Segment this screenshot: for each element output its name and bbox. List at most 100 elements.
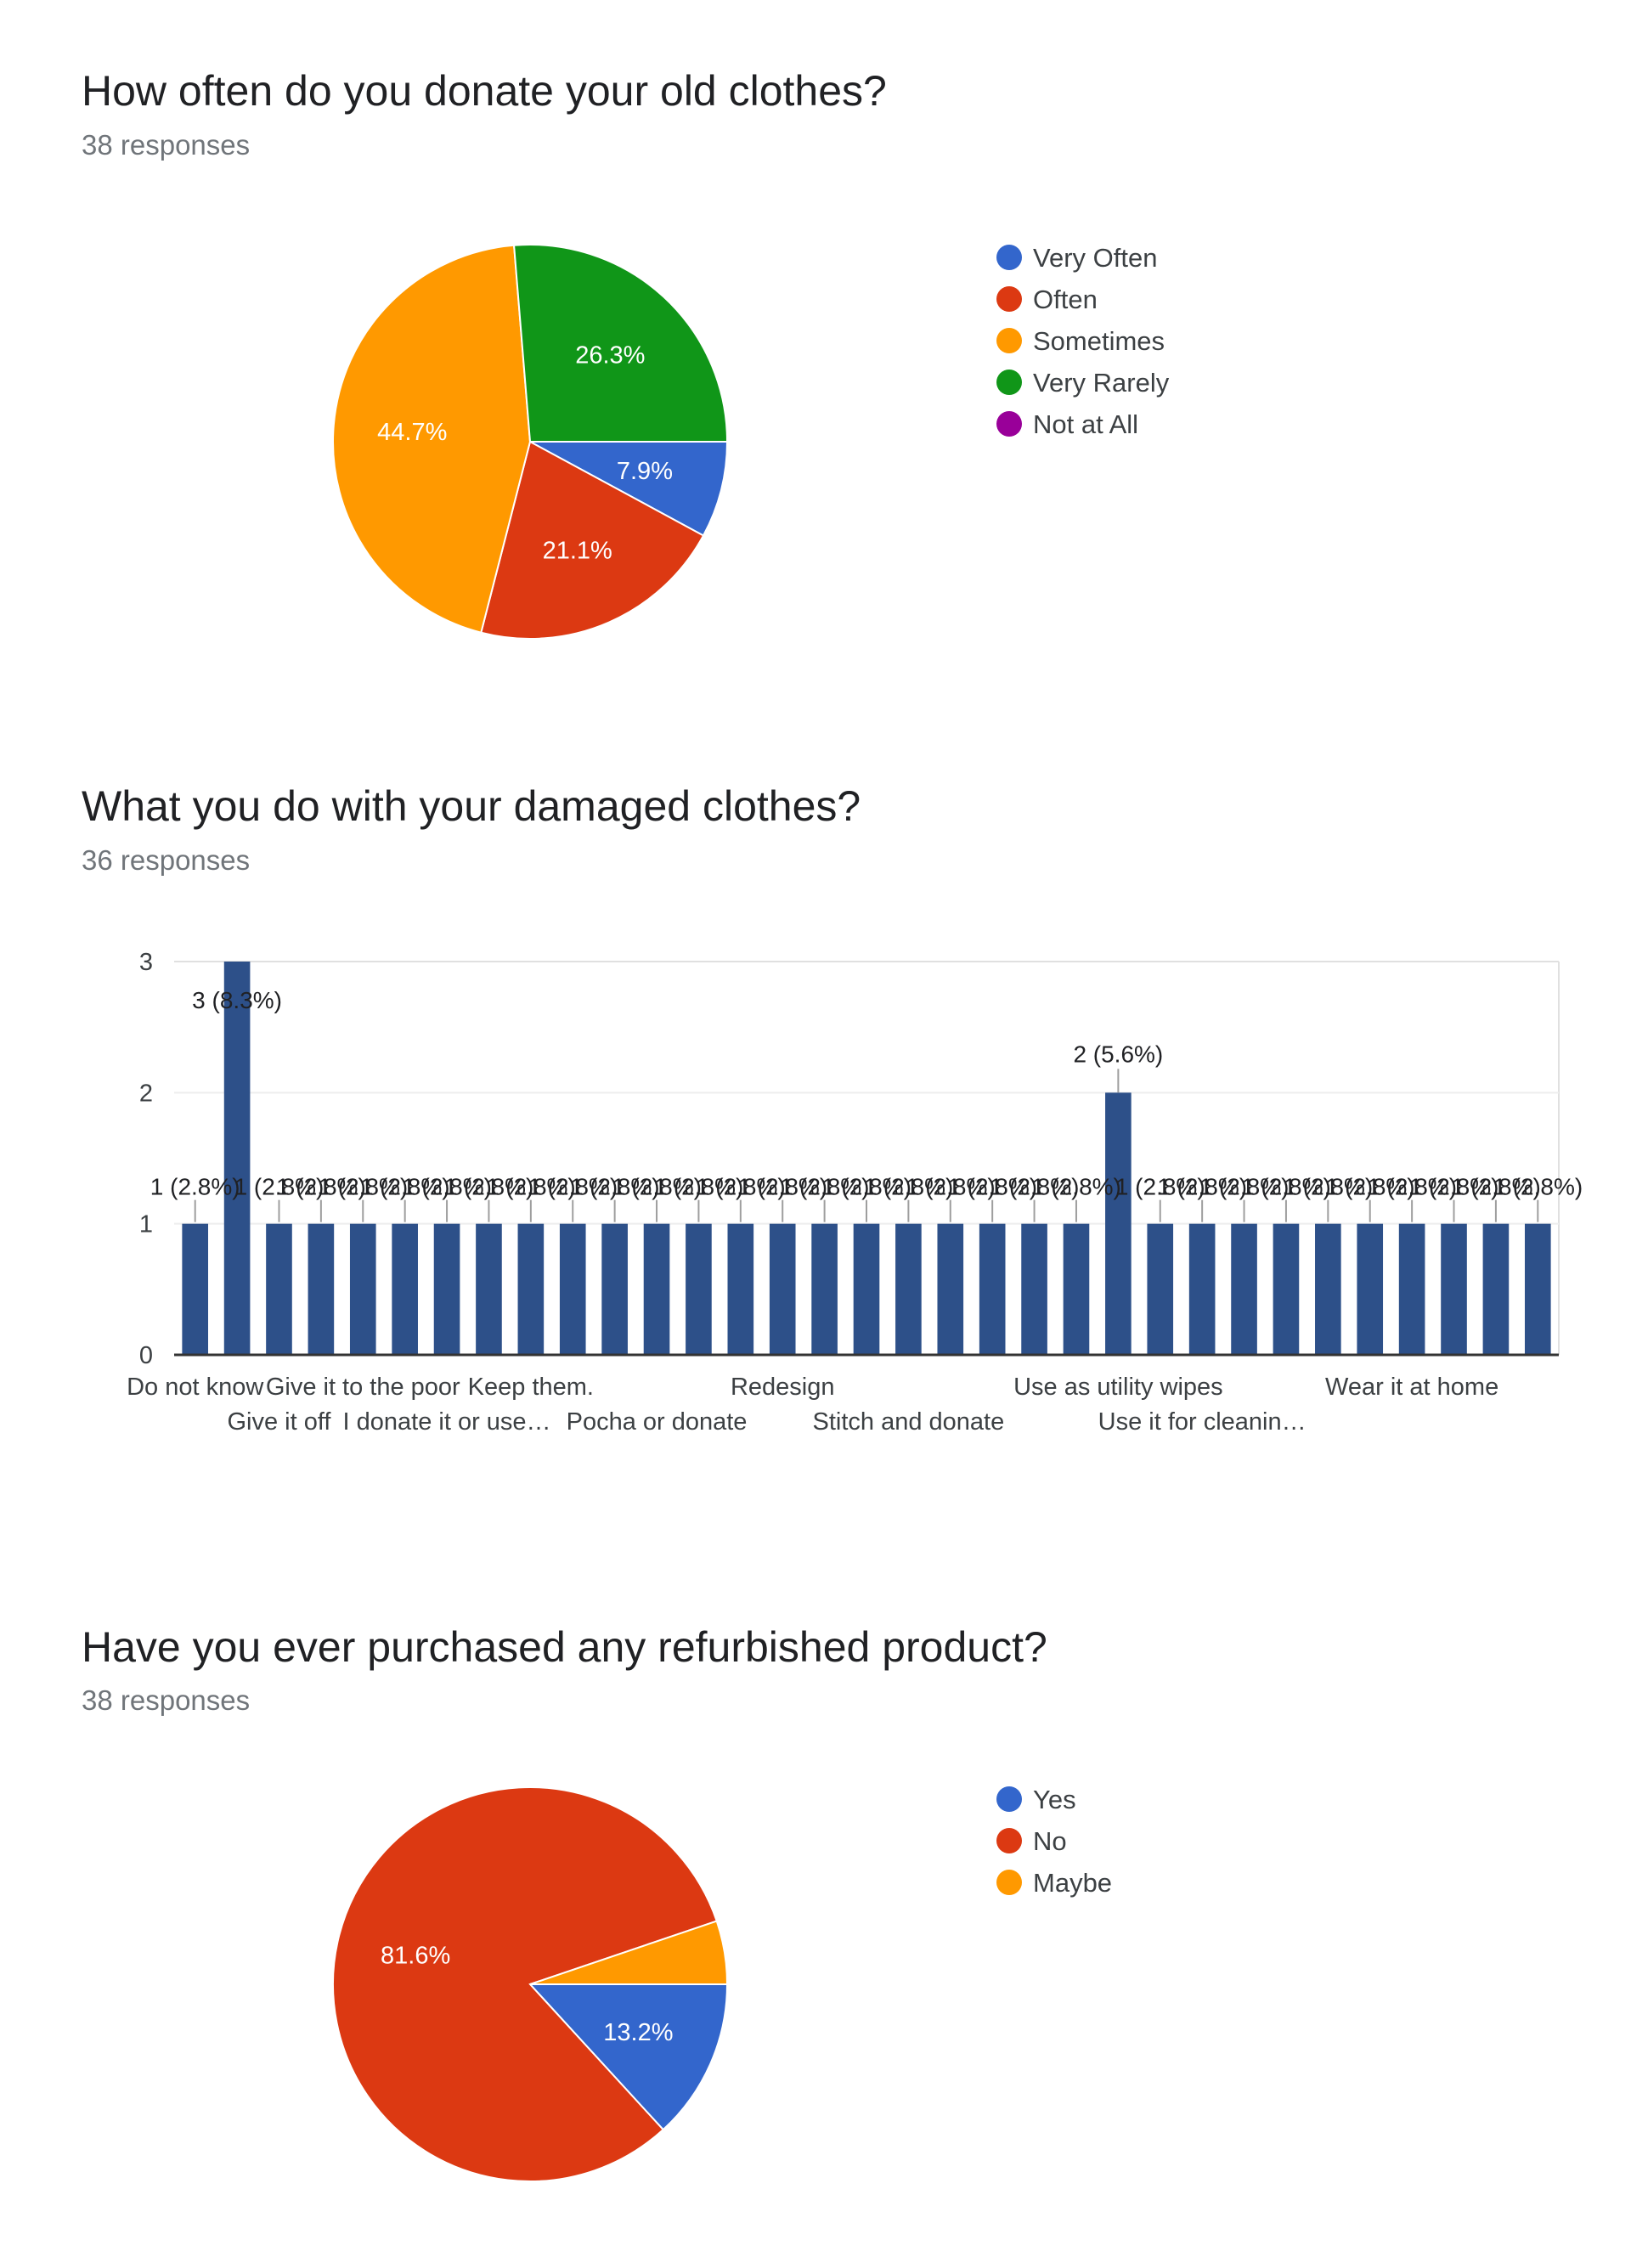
chart2-bar bbox=[1273, 1223, 1300, 1355]
chart2-bar-label: 1 (2.8%) bbox=[863, 1174, 953, 1200]
chart2-bar bbox=[1105, 1092, 1132, 1355]
chart2-bar bbox=[517, 1223, 545, 1355]
chart2-bar bbox=[769, 1223, 796, 1355]
chart2-bar bbox=[476, 1223, 502, 1355]
chart1-legend-swatch bbox=[996, 328, 1022, 353]
chart2-bar bbox=[559, 1223, 586, 1355]
chart2-bar bbox=[1188, 1223, 1216, 1355]
chart2-x-tick-label: Give it off bbox=[228, 1408, 332, 1436]
chart2-bar-label: 3 (8.3%) bbox=[192, 987, 282, 1013]
chart3-slice-label: 81.6% bbox=[381, 1942, 450, 1969]
chart2-y-tick-label: 1 bbox=[139, 1211, 153, 1238]
chart2-bar-label: 1 (2.8%) bbox=[821, 1174, 911, 1200]
chart1-legend-swatch bbox=[996, 286, 1022, 312]
chart3-legend-item: Maybe bbox=[1033, 1868, 1112, 1898]
chart3-legend-swatch bbox=[996, 1828, 1022, 1853]
chart2-bar bbox=[643, 1223, 670, 1355]
chart2-x-tick-label: Redesign bbox=[731, 1374, 835, 1401]
chart2-bar bbox=[1063, 1223, 1090, 1355]
chart2-bar bbox=[266, 1223, 292, 1355]
chart1-legend-item: Very Often bbox=[1033, 243, 1157, 273]
chart1-slice-label: 26.3% bbox=[575, 342, 645, 370]
chart1-legend-item: Not at All bbox=[1033, 409, 1138, 439]
chart2-x-tick-label: I donate it or use… bbox=[343, 1408, 551, 1436]
chart1-slice-label: 21.1% bbox=[543, 538, 612, 565]
chart3-slice-no bbox=[332, 1786, 718, 2182]
chart1-legend-item: Sometimes bbox=[1033, 326, 1165, 356]
chart2-bar-label: 1 (2.8%) bbox=[360, 1174, 450, 1200]
chart2-bar-label: 1 (2.8%) bbox=[1409, 1174, 1499, 1200]
chart2-bar bbox=[1482, 1223, 1510, 1355]
chart1-slice-label: 7.9% bbox=[617, 458, 673, 485]
chart2-bar bbox=[1398, 1223, 1425, 1355]
chart2-bar bbox=[686, 1223, 712, 1355]
chart2-x-tick-label: Stitch and donate bbox=[813, 1408, 1005, 1436]
chart3-legend-item: Yes bbox=[1033, 1785, 1076, 1814]
chart1-response-count: 38 responses bbox=[82, 129, 251, 161]
chart2-bar bbox=[727, 1223, 754, 1355]
chart2-bar-label: 1 (2.8%) bbox=[1325, 1174, 1415, 1200]
chart2-bar bbox=[811, 1223, 838, 1355]
chart1-slice-label: 44.7% bbox=[377, 419, 447, 446]
chart2-y-tick-label: 3 bbox=[139, 949, 153, 976]
chart2-bar-label: 1 (2.8%) bbox=[486, 1174, 576, 1200]
chart2-bar bbox=[1524, 1223, 1551, 1355]
chart1-legend-item: Often bbox=[1033, 285, 1098, 314]
chart2-x-tick-label: Pocha or donate bbox=[567, 1408, 748, 1436]
chart2-bar-label: 1 (2.8%) bbox=[1241, 1174, 1331, 1200]
chart2-bar-label: 1 (2.8%) bbox=[1031, 1174, 1121, 1200]
chart2-bar bbox=[1147, 1223, 1174, 1355]
chart2-bar bbox=[1231, 1223, 1257, 1355]
chart2-bar-label: 1 (2.8%) bbox=[947, 1174, 1037, 1200]
chart2-x-tick-label: Wear it at home bbox=[1325, 1374, 1498, 1401]
chart2-bar-label: 1 (2.8%) bbox=[402, 1174, 492, 1200]
chart2-bar-label: 1 (2.8%) bbox=[444, 1174, 534, 1200]
chart2-bar bbox=[308, 1223, 335, 1355]
chart2-bar-label: 1 (2.8%) bbox=[1367, 1174, 1457, 1200]
chart2-x-tick-label: Use as utility wipes bbox=[1013, 1374, 1223, 1401]
chart3-legend-item: No bbox=[1033, 1826, 1067, 1856]
chart2-y-tick-label: 2 bbox=[139, 1080, 153, 1107]
chart1-legend-item: Very Rarely bbox=[1033, 368, 1170, 398]
chart1-legend-swatch bbox=[996, 245, 1022, 270]
chart2-title: What you do with your damaged clothes? bbox=[82, 782, 861, 830]
chart1-slice-very-often bbox=[529, 441, 729, 537]
chart1-title: How often do you donate your old clothes… bbox=[82, 67, 887, 115]
chart2-bar-label: 1 (2.8%) bbox=[737, 1174, 827, 1200]
chart2-bar-label: 1 (2.8%) bbox=[1115, 1174, 1205, 1200]
chart3-slice-yes bbox=[528, 1983, 729, 2131]
chart2-bar-label: 1 (2.8%) bbox=[1451, 1174, 1541, 1200]
chart2-bar bbox=[937, 1223, 964, 1355]
chart2-bar bbox=[1021, 1223, 1047, 1355]
chart2-bar-label: 1 (2.8%) bbox=[696, 1174, 786, 1200]
chart2-bar bbox=[895, 1223, 922, 1355]
chart2-x-tick-label: Give it to the poor bbox=[266, 1374, 460, 1401]
chart2-y-tick-label: 0 bbox=[139, 1342, 153, 1369]
chart2-bar-label: 1 (2.8%) bbox=[654, 1174, 744, 1200]
chart2-bar bbox=[349, 1223, 376, 1355]
chart2-bar bbox=[853, 1223, 880, 1355]
chart3-legend-swatch bbox=[996, 1786, 1022, 1812]
chart2-bar-label: 1 (2.8%) bbox=[276, 1174, 366, 1200]
chart1-pie: 7.9% 21.1% 44.7% 26.3% Very Often Often Someti… bbox=[332, 243, 1170, 640]
chart2-bar bbox=[433, 1223, 460, 1355]
chart1-legend-swatch bbox=[996, 411, 1022, 437]
chart2-bar-label: 1 (2.8%) bbox=[906, 1174, 996, 1200]
chart2-bar-label: 1 (2.8%) bbox=[1157, 1174, 1247, 1200]
chart2-bar-label: 1 (2.8%) bbox=[318, 1174, 408, 1200]
chart2-bar-label: 2 (5.6%) bbox=[1073, 1041, 1163, 1067]
chart2-bar bbox=[1441, 1223, 1467, 1355]
chart1-slice-often bbox=[480, 440, 705, 640]
chart1-slice-sometimes bbox=[332, 244, 532, 634]
chart2-bar bbox=[1357, 1223, 1384, 1355]
chart2-bar bbox=[1315, 1223, 1341, 1355]
chart3-legend-swatch bbox=[996, 1870, 1022, 1895]
chart2-bar-label: 1 (2.8%) bbox=[780, 1174, 870, 1200]
chart2-bar bbox=[223, 962, 251, 1355]
chart2-bar bbox=[182, 1223, 209, 1355]
chart2-bar-label: 1 (2.8%) bbox=[1199, 1174, 1290, 1200]
chart2-bar-label: 1 (2.8%) bbox=[1283, 1174, 1373, 1200]
chart2-bar-label: 1 (2.8%) bbox=[1493, 1174, 1583, 1200]
chart2-bar-label: 1 (2.8%) bbox=[234, 1174, 325, 1200]
chart2-x-tick-label: Do not know bbox=[127, 1374, 264, 1401]
